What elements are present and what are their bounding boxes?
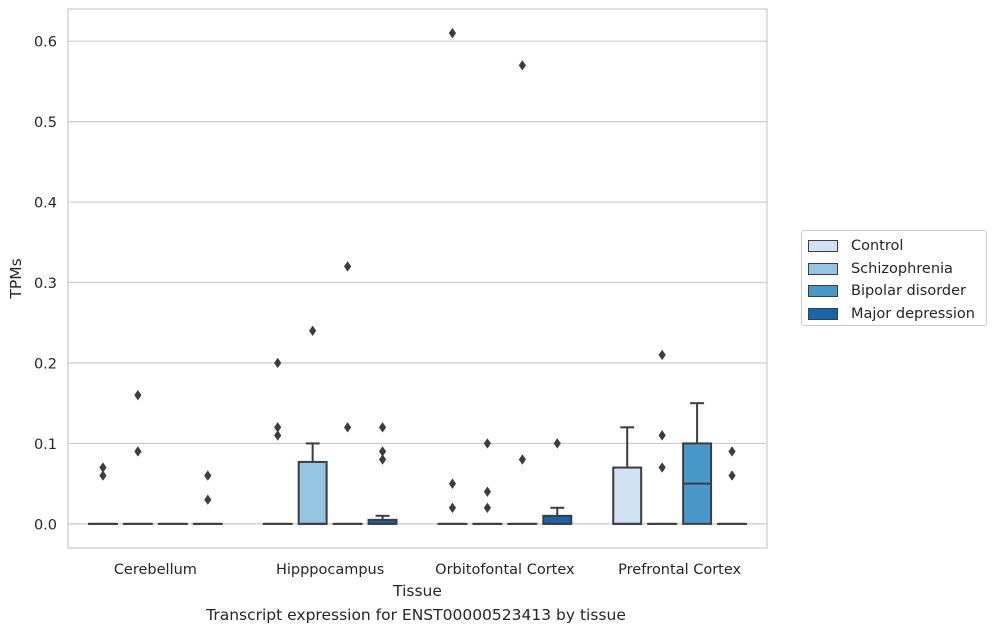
x-tick-label-prefrontal-cortex: Prefrontal Cortex [618, 562, 741, 578]
y-axis-ticks: 0.0 0.1 0.2 0.3 0.4 0.5 0.6 [34, 35, 57, 534]
outlier-point [344, 422, 352, 433]
plot-frame [67, 8, 768, 549]
box-schizophrenia-cerebellum [122, 389, 153, 525]
y-tick-label: 0.6 [34, 35, 57, 51]
outlier-point [99, 470, 107, 481]
box-major-depression-hipppocampus [367, 422, 398, 525]
outlier-point [553, 438, 561, 449]
legend-item-major-depression: Major depression [808, 303, 986, 326]
outlier-point [658, 349, 666, 361]
x-axis-ticks: Cerebellum Hipppocampus Orbitofontal Corte… [114, 562, 742, 578]
y-tick-label: 0.5 [34, 115, 57, 131]
outlier-point [483, 502, 491, 513]
box-bipolar-disorder-hipppocampus [332, 261, 363, 525]
outlier-point [518, 454, 526, 465]
plot-area [68, 9, 767, 548]
outlier-point [204, 470, 212, 481]
box-control-prefrontal-cortex [612, 426, 643, 525]
box-major-depression-prefrontal-cortex [717, 446, 748, 525]
box-major-depression-cerebellum [192, 470, 223, 525]
y-axis-label: TPMs [7, 258, 25, 299]
outlier-point [728, 470, 736, 481]
outlier-point [274, 422, 282, 433]
box-schizophrenia-prefrontal-cortex [647, 349, 678, 525]
box-schizophrenia-hipppocampus [297, 325, 328, 525]
box-control-hipppocampus [262, 357, 293, 525]
legend-swatch-bipolar-disorder [808, 285, 838, 298]
legend-item-schizophrenia: Schizophrenia [808, 258, 986, 281]
outlier-point [483, 486, 491, 497]
x-tick-label-cerebellum: Cerebellum [114, 562, 197, 578]
legend-item-bipolar-disorder: Bipolar disorder [808, 280, 986, 303]
x-axis-label: Tissue [392, 582, 442, 600]
legend-item-control: Control [808, 235, 986, 258]
outlier-point [483, 438, 491, 449]
box-control-orbitofontal-cortex [437, 27, 468, 525]
box-major-depression-orbitofontal-cortex [542, 438, 573, 525]
legend-swatch-control [808, 240, 838, 253]
chart-caption: Transcript expression for ENST0000052341… [206, 606, 626, 624]
series-bipolar-disorder [157, 60, 713, 525]
outlier-point [378, 446, 387, 457]
outlier-point [378, 422, 387, 433]
x-tick-label-hipppocampus: Hipppocampus [276, 562, 384, 578]
legend-label-bipolar-disorder: Bipolar disorder [851, 283, 966, 300]
outlier-point [344, 261, 352, 272]
chart-legend: Control Schizophrenia Bipolar disorder M… [801, 230, 987, 326]
box-body [542, 514, 573, 525]
outlier-point [448, 502, 457, 513]
box-bipolar-disorder-orbitofontal-cortex [507, 60, 538, 525]
outlier-point [134, 389, 142, 401]
series-schizophrenia [122, 325, 678, 525]
y-tick-label: 0.4 [34, 196, 57, 212]
outlier-point [728, 446, 736, 457]
outlier-point [204, 494, 212, 505]
outlier-point [99, 462, 107, 473]
outlier-point [658, 430, 666, 441]
outlier-point [134, 446, 142, 457]
series-major-depression [192, 422, 748, 525]
legend-label-schizophrenia: Schizophrenia [851, 260, 953, 277]
box-body [297, 460, 328, 525]
outlier-point [274, 357, 282, 369]
legend-swatch-schizophrenia [808, 262, 838, 275]
box-bipolar-disorder-prefrontal-cortex [682, 402, 713, 525]
y-tick-label: 0.3 [34, 276, 57, 292]
y-tick-label: 0.2 [34, 356, 57, 372]
outlier-point [378, 454, 387, 465]
y-tick-label: 0.0 [34, 517, 57, 533]
box-schizophrenia-orbitofontal-cortex [472, 438, 503, 525]
y-tick-label: 0.1 [34, 437, 57, 453]
legend-label-control: Control [851, 238, 904, 255]
x-tick-label-orbitofontal-cortex: Orbitofontal Cortex [435, 562, 575, 578]
outlier-point [274, 430, 282, 441]
box-control-cerebellum [87, 462, 118, 525]
outlier-point [518, 60, 526, 71]
outlier-point [658, 462, 666, 473]
legend-swatch-major-depression [808, 307, 838, 320]
outlier-point [448, 478, 457, 489]
box-series [87, 27, 748, 525]
box-body [612, 466, 643, 525]
legend-label-major-depression: Major depression [851, 305, 975, 322]
outlier-point [448, 27, 457, 39]
outlier-point [309, 325, 317, 336]
series-control [87, 27, 643, 525]
